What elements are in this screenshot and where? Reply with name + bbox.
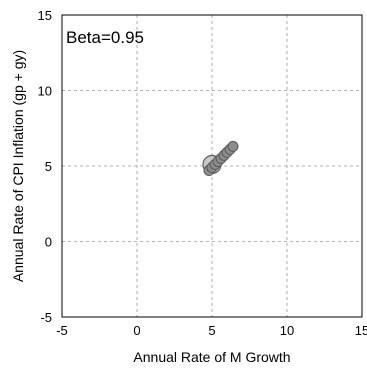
trail-point bbox=[227, 140, 239, 152]
y-axis-title: Annual Rate of CPI Inflation (gp + gy) bbox=[10, 50, 26, 282]
y-tick-label: 10 bbox=[38, 84, 52, 99]
y-tick-label: 5 bbox=[45, 159, 52, 174]
plot-frame bbox=[61, 14, 363, 318]
beta-annotation: Beta=0.95 bbox=[66, 28, 144, 47]
x-tick-label: -5 bbox=[56, 323, 68, 338]
x-tick-label: 15 bbox=[355, 323, 367, 338]
y-tick-label: 0 bbox=[45, 235, 52, 250]
tick-labels: -5 0 5 10 15 -5 0 5 10 15 bbox=[38, 8, 367, 338]
y-tick-label: 15 bbox=[38, 8, 52, 23]
x-axis-title: Annual Rate of M Growth bbox=[133, 349, 290, 365]
x-tick-label: 5 bbox=[208, 323, 215, 338]
data-points bbox=[202, 140, 239, 177]
x-tick-label: 10 bbox=[280, 323, 294, 338]
x-tick-label: 0 bbox=[133, 323, 140, 338]
y-tick-label: -5 bbox=[40, 310, 52, 325]
